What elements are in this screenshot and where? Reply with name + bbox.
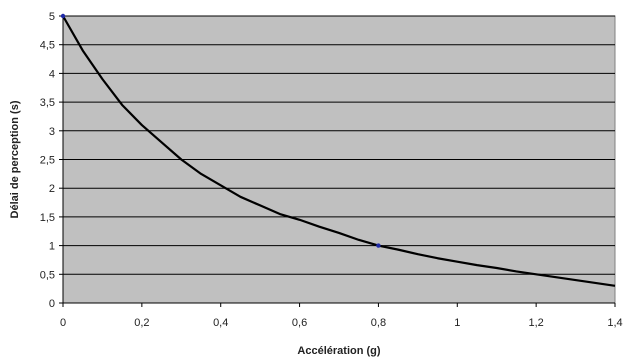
x-tick-label: 1,4	[607, 317, 622, 329]
y-tick-label: 2	[49, 183, 55, 195]
y-axis-title: Délai de perception (s)	[9, 100, 21, 218]
y-tick-label: 5	[49, 11, 55, 23]
series-line	[62, 15, 616, 287]
y-tick-label: 1,5	[40, 212, 55, 224]
data-markers	[60, 13, 381, 248]
y-tick-label: 0,5	[40, 269, 55, 281]
x-tick-label: 0	[60, 317, 66, 329]
y-tick-label: 4,5	[40, 40, 55, 52]
y-tick-label: 2,5	[40, 155, 55, 167]
y-tick-label: 4	[49, 68, 55, 80]
x-tick-label: 0,4	[213, 317, 228, 329]
x-tick-label: 0,8	[371, 317, 386, 329]
grid-lines	[63, 15, 615, 275]
x-tick-label: 1,2	[528, 317, 543, 329]
x-tick-label: 0,6	[292, 317, 307, 329]
x-tick-labels: 0 0,2 0,4 0,6 0,8 1 1,2 1,4	[60, 317, 623, 329]
y-tick-label: 3	[49, 126, 55, 138]
y-tick-label: 3,5	[40, 97, 55, 109]
x-axis-title: Accélération (g)	[297, 345, 380, 357]
x-tick-label: 1	[454, 317, 460, 329]
y-tick-label: 0	[49, 298, 55, 310]
data-point	[60, 13, 66, 19]
y-tick-labels: 0 0,5 1 1,5 2 2,5 3 3,5 4 4,5 5	[40, 11, 55, 310]
y-tick-label: 1	[49, 241, 55, 253]
axes	[59, 15, 616, 307]
data-point	[376, 243, 381, 248]
x-tick-label: 0,2	[134, 317, 149, 329]
